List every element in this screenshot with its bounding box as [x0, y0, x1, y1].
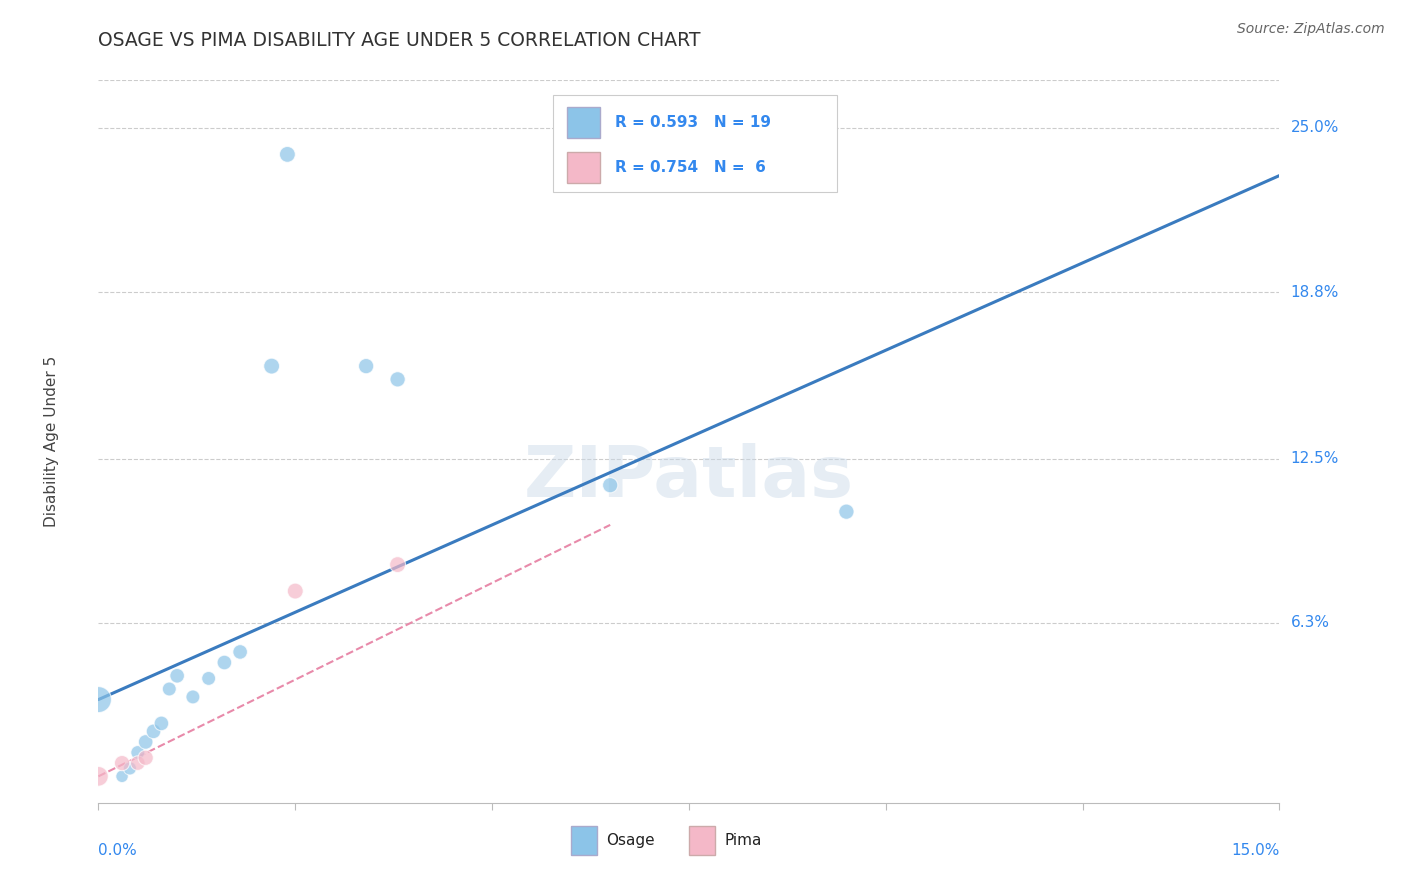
- Point: [87, 769, 110, 783]
- Point: [387, 558, 409, 572]
- Point: [229, 645, 252, 659]
- Bar: [689, 826, 714, 855]
- Text: 18.8%: 18.8%: [1291, 285, 1339, 300]
- Text: 12.5%: 12.5%: [1291, 451, 1339, 467]
- Text: 0.0%: 0.0%: [98, 843, 138, 857]
- Text: 25.0%: 25.0%: [1291, 120, 1339, 136]
- Text: Pima: Pima: [724, 833, 762, 848]
- Point: [118, 761, 141, 775]
- Bar: [567, 153, 600, 183]
- Point: [181, 690, 204, 704]
- Text: 15.0%: 15.0%: [1232, 843, 1279, 857]
- FancyBboxPatch shape: [553, 95, 837, 193]
- Point: [214, 656, 236, 670]
- Bar: [567, 107, 600, 137]
- Text: OSAGE VS PIMA DISABILITY AGE UNDER 5 CORRELATION CHART: OSAGE VS PIMA DISABILITY AGE UNDER 5 COR…: [98, 31, 702, 50]
- Point: [150, 716, 173, 731]
- Text: ZIPatlas: ZIPatlas: [524, 443, 853, 512]
- Point: [127, 746, 149, 760]
- Text: Disability Age Under 5: Disability Age Under 5: [44, 356, 59, 527]
- Point: [142, 724, 165, 739]
- Bar: [571, 826, 596, 855]
- Point: [284, 584, 307, 599]
- Point: [387, 372, 409, 386]
- Point: [197, 672, 219, 686]
- Text: R = 0.593   N = 19: R = 0.593 N = 19: [614, 115, 770, 130]
- Point: [157, 681, 180, 696]
- Point: [111, 756, 134, 770]
- Text: Osage: Osage: [606, 833, 655, 848]
- Point: [599, 478, 621, 492]
- Point: [835, 505, 858, 519]
- Point: [87, 692, 110, 706]
- Text: R = 0.754   N =  6: R = 0.754 N = 6: [614, 160, 765, 175]
- Text: Source: ZipAtlas.com: Source: ZipAtlas.com: [1237, 22, 1385, 37]
- Point: [135, 735, 157, 749]
- Text: 6.3%: 6.3%: [1291, 615, 1330, 631]
- Point: [111, 769, 134, 783]
- Point: [135, 751, 157, 765]
- Point: [276, 147, 298, 161]
- Point: [166, 669, 188, 683]
- Point: [127, 756, 149, 770]
- Point: [260, 359, 283, 373]
- Point: [354, 359, 377, 373]
